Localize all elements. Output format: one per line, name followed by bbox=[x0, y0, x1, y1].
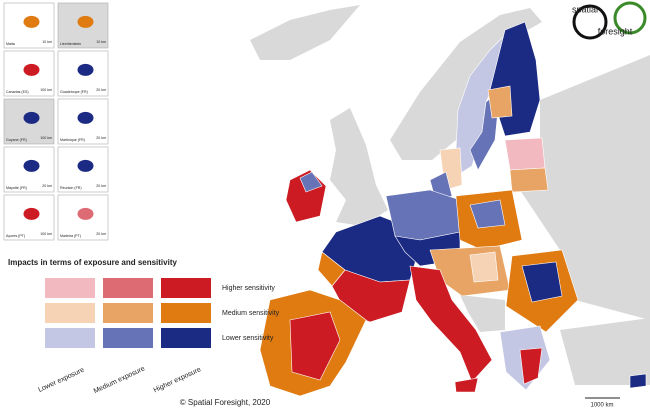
inset-scale: 20 km bbox=[96, 232, 106, 236]
legend-swatch bbox=[103, 278, 153, 298]
inset-shape bbox=[23, 63, 40, 76]
inset-shape bbox=[23, 15, 40, 28]
inset-scale: 100 km bbox=[40, 232, 52, 236]
legend-swatch bbox=[103, 303, 153, 323]
copyright: © Spatial Foresight, 2020 bbox=[180, 398, 271, 407]
inset-scale: 100 km bbox=[40, 136, 52, 140]
logo: spatial foresight bbox=[572, 1, 647, 40]
logo-line2: foresight bbox=[598, 26, 633, 36]
legend-swatch bbox=[45, 303, 95, 323]
inset-shape bbox=[77, 63, 94, 76]
logo-ring-dark bbox=[572, 4, 608, 40]
legend-swatch bbox=[161, 328, 211, 348]
legend-row-label: Lower sensitivity bbox=[222, 335, 274, 342]
legend-swatch bbox=[45, 278, 95, 298]
insets: Malta 10 km Liechtenstein 10 km Canarias (ES… bbox=[3, 2, 109, 241]
inset-shape bbox=[23, 111, 40, 124]
legend-title: Impacts in terms of exposure and sensiti… bbox=[8, 258, 177, 267]
inset-shape bbox=[77, 15, 94, 28]
inset-label: Liechtenstein bbox=[60, 42, 81, 46]
inset-shape bbox=[23, 159, 40, 172]
inset-scale: 20 km bbox=[42, 184, 52, 188]
legend: Impacts in terms of exposure and sensiti… bbox=[3, 252, 280, 398]
inset-label: Mayotte (FR) bbox=[6, 186, 27, 190]
inset-label: Canarias (ES) bbox=[6, 90, 29, 94]
inset-label: Açores (PT) bbox=[6, 234, 25, 238]
legend-row-label: Higher sensitivity bbox=[222, 285, 275, 292]
inset-label: Martinique (FR) bbox=[60, 138, 85, 142]
inset-label: Malta bbox=[6, 42, 15, 46]
scale-label: 1000 km bbox=[590, 403, 613, 409]
inset-shape bbox=[77, 159, 94, 172]
regions bbox=[259, 21, 647, 397]
legend-swatch bbox=[103, 328, 153, 348]
inset-label: Guadeloupe (FR) bbox=[60, 90, 88, 94]
logo-ring-green bbox=[613, 1, 647, 35]
inset-scale: 100 km bbox=[40, 88, 52, 92]
inset-scale: 20 km bbox=[96, 184, 106, 188]
inset-label: Guyane (FR) bbox=[6, 138, 27, 142]
legend-swatch bbox=[161, 303, 211, 323]
inset-scale: 20 km bbox=[96, 136, 106, 140]
legend-row-label: Medium sensitivity bbox=[222, 310, 280, 317]
inset-shape bbox=[23, 207, 40, 220]
inset-label: Madeira (PT) bbox=[60, 234, 81, 238]
logo-line1: spatial bbox=[572, 4, 598, 14]
legend-swatch bbox=[161, 278, 211, 298]
legend-swatch bbox=[45, 328, 95, 348]
inset-scale: 10 km bbox=[42, 40, 52, 44]
legend-box bbox=[3, 252, 248, 398]
inset-shape bbox=[77, 111, 94, 124]
inset-label: Réunion (FR) bbox=[60, 186, 82, 190]
inset-scale: 10 km bbox=[96, 40, 106, 44]
inset-shape bbox=[77, 207, 94, 220]
inset-scale: 20 km bbox=[96, 88, 106, 92]
